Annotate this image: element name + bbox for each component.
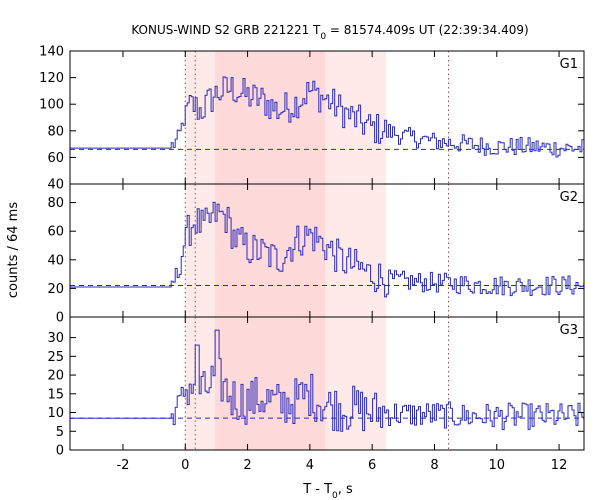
panel-g1: G1 40 60 80 100 120 140 (39, 45, 585, 193)
lightcurve-series (70, 76, 584, 158)
panel-g3: G3 0 5 10 15 20 25 30 -2 0 2 4 6 8 10 12 (47, 316, 585, 473)
y-tick-label: 20 (47, 369, 64, 384)
shaded-interval-2 (214, 317, 326, 450)
y-tick-label: 0 (56, 444, 64, 459)
y-tick-label: 0 (56, 311, 64, 326)
y-tick-label: 40 (47, 178, 64, 193)
shaded-interval-2 (214, 184, 326, 317)
y-tick-label: 40 (47, 253, 64, 268)
x-axis-label: T - T0, s (302, 482, 353, 500)
y-tick-label: 25 (47, 350, 64, 365)
y-tick-label: 60 (47, 225, 64, 240)
y-tick-label: 15 (47, 387, 64, 402)
chart-title: KONUS-WIND S2 GRB 221221 T0 = 81574.409s… (131, 23, 528, 42)
panel-label: G3 (560, 323, 578, 338)
panel-label: G1 (560, 57, 578, 72)
y-tick-label: 80 (47, 124, 64, 139)
y-tick-label: 140 (39, 45, 64, 60)
x-tick-label: 6 (368, 458, 376, 473)
y-tick-label: 30 (47, 331, 64, 346)
x-tick-label: 0 (181, 458, 189, 473)
y-tick-label: 5 (56, 425, 64, 440)
x-tick-label: 4 (306, 458, 314, 473)
x-tick-label: 2 (243, 458, 251, 473)
x-tick-label: 12 (551, 458, 568, 473)
x-tick-label: 10 (489, 458, 506, 473)
y-tick-label: 100 (39, 98, 64, 113)
y-tick-label: 80 (47, 196, 64, 211)
panel-label: G2 (560, 190, 578, 205)
lightcurve-series (70, 201, 585, 298)
panel-frame (69, 316, 585, 451)
panel-g2: G2 0 20 40 60 80 (47, 183, 585, 326)
panels-group: G1406080100120140G2020406080G30510152025… (39, 45, 585, 473)
y-tick-label: 20 (47, 282, 64, 297)
x-tick-label: -2 (116, 458, 129, 473)
y-tick-label: 10 (47, 406, 64, 421)
y-tick-label: 60 (47, 151, 64, 166)
y-tick-label: 120 (39, 71, 64, 86)
y-axis-label: counts / 64 ms (6, 202, 21, 298)
lightcurve-series (70, 329, 585, 432)
shaded-interval-2 (214, 51, 326, 184)
x-tick-label: 8 (430, 458, 438, 473)
